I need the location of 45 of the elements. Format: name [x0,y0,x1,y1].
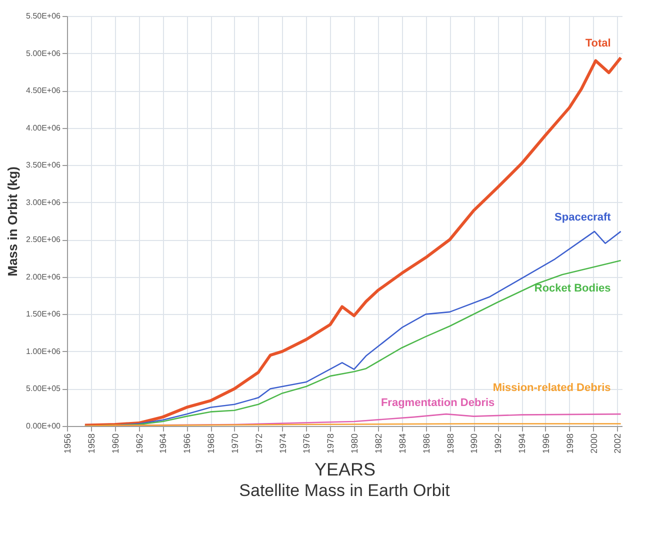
x-tick-label: 1988 [445,434,456,454]
y-tick-label: 3.00E+06 [26,198,62,207]
y-axis-title: Mass in Orbit (kg) [5,166,20,276]
x-tick-label: 1992 [493,434,504,454]
x-tick-label: 1970 [230,434,240,454]
x-tick-label: 1984 [397,434,408,454]
x-tick-label: 1956 [62,434,72,454]
x-tick-label: 2002 [612,434,623,454]
y-tick-label: 2.50E+06 [26,235,62,244]
y-tick-label: 5.00E+06 [26,48,62,58]
text: Mission-related Debris [492,382,611,394]
x-tick-label: 1994 [517,434,528,454]
x-tick-label: 1976 [302,434,312,454]
y-tick-label: 1.50E+06 [26,310,62,319]
series-label: Rocket Bodies [534,282,611,295]
x-tick-label: 1996 [540,434,551,454]
series-label: Fragmentation Debris [380,397,495,410]
y-tick-label: 5.00E+05 [26,384,62,394]
x-tick-label: 1974 [278,434,288,454]
series-label: Total [585,38,611,50]
y-tick-label: 4.00E+06 [26,123,62,132]
text: Satellite Mass in Earth Orbit [239,481,450,500]
y-tick-label: 2.00E+06 [26,272,62,282]
x-tick-label: 1960 [110,434,120,454]
x-tick-label: 1972 [254,434,264,454]
x-tick-label: 1962 [134,434,144,454]
x-tick-label: 1966 [182,434,192,454]
x-axis-title: YEARS [314,460,376,480]
x-tick-label: 1982 [373,434,384,454]
x-tick-label: 1958 [86,434,96,454]
y-tick-label: 1.00E+06 [26,346,62,356]
x-tick-label: 1998 [564,434,575,454]
x-tick-label: 1964 [158,434,168,454]
y-tick-label: 4.50E+06 [26,86,62,96]
y-tick-label: 3.50E+06 [26,160,62,170]
x-tick-label: 1986 [421,434,432,454]
x-tick-label: 1980 [350,434,360,454]
series-label: Spacecraft [554,211,612,224]
x-tick-label: 1978 [326,434,336,454]
y-tick-label: 5.50E+06 [26,12,62,20]
y-tick-label: 0.00E+00 [26,422,62,430]
x-tick-label: 1968 [206,434,216,454]
x-tick-label: 2000 [588,434,599,454]
line-series [83,56,622,426]
x-tick-label: 1990 [469,434,480,454]
